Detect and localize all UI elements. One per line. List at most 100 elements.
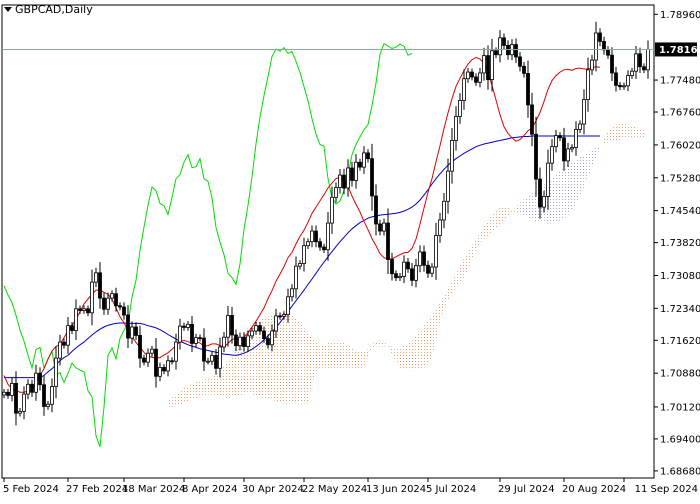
cloud-segment [408,340,412,371]
candle-body [638,53,642,68]
cloud-segment [324,343,328,368]
candle-body [354,161,358,181]
cloud-segment [344,343,348,368]
candle-body [298,263,302,267]
cloud-segment [464,251,468,280]
candle-body [318,241,322,248]
cloud-segment [440,296,444,324]
candle-body [546,162,550,197]
chart-title: GBPCAD,Daily [15,3,93,16]
candle-body [122,306,126,316]
candle-body [646,49,650,71]
cloud-segment [472,239,476,260]
candle-body [406,261,410,270]
candle-body [342,174,346,189]
y-tick-label: 1.74540 [660,206,700,217]
candle-body [382,222,386,232]
candle-body [66,325,70,346]
x-tick-label: 22 May 2024 [302,484,367,495]
cloud-segment [508,207,512,217]
candle-body [374,195,378,225]
candle-body [206,360,210,363]
candle-body [522,65,526,74]
candle-body [434,235,438,268]
candle-body [542,196,546,208]
candle-body [514,44,518,58]
cloud-segment [484,220,488,240]
candle-body [230,315,234,336]
cloud-segment [568,162,572,216]
candle-body [82,308,86,311]
cloud-segment [240,333,244,396]
cloud-segment [588,150,592,177]
candle-body [574,128,578,148]
cloud-segment [628,124,632,138]
candle-body [234,334,238,347]
cloud-segment [340,341,344,368]
dropdown-arrow-icon[interactable] [4,7,12,12]
cloud-segment [276,311,280,402]
candle-body [238,336,242,347]
candle-body [74,308,78,331]
candle-body [482,55,486,74]
candle-body [98,272,102,299]
candle-body [390,259,394,275]
candle-body [210,355,214,362]
cloud-segment [520,199,524,216]
cloud-segment [348,345,352,368]
candle-body [294,265,298,290]
y-tick-label: 1.78960 [660,10,700,21]
candle-body [590,59,594,71]
cloud-segment [280,310,284,404]
candle-body [358,161,362,168]
y-tick-label: 1.69400 [660,434,700,445]
cloud-segment [236,340,240,397]
candle-body [10,382,14,396]
candle-body [330,196,334,224]
candle-body [186,323,190,328]
x-tick-label: 11 Sep 2024 [635,484,698,495]
candle-body [242,336,246,347]
candle-body [162,367,166,372]
candle-body [494,50,498,56]
candle-body [634,53,638,72]
candle-body [566,148,570,162]
candle-body [630,70,634,77]
candle-body [214,355,218,369]
candle-body [118,305,122,308]
cloud-segment [192,382,196,400]
y-tick-label: 1.70880 [660,369,700,380]
candle-body [42,384,46,407]
candle-body [2,391,6,396]
candle-body [134,326,138,336]
candle-body [418,251,422,267]
candle-body [218,346,222,369]
cloud-segment [444,288,448,311]
cloud-segment [328,341,332,368]
y-tick-label: 1.77480 [660,76,700,87]
candle-body [174,341,178,362]
candle-body [262,330,266,339]
candle-body [446,170,450,202]
candle-body [378,223,382,232]
cloud-segment [592,148,596,168]
y-tick-label: 1.71620 [660,336,700,347]
candle-body [450,140,454,172]
cloud-segment [452,273,456,294]
cloud-segment [284,310,288,404]
candle-body [158,367,162,377]
cloud-segment [400,345,404,371]
cloud-segment [372,341,376,348]
cloud-segment [216,371,220,397]
candle-body [54,357,58,387]
kijun-sen-line [4,135,600,379]
cloud-segment [528,193,532,220]
candle-body [94,272,98,283]
candle-body [402,261,406,277]
cloud-segment [420,325,424,371]
candle-body [306,241,310,247]
cloud-segment [360,350,364,368]
cloud-segment [184,385,188,403]
